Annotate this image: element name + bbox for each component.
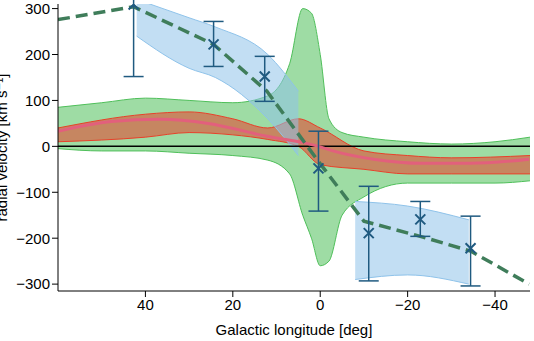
svg-text:−40: −40 bbox=[482, 296, 507, 313]
svg-text:0: 0 bbox=[316, 296, 324, 313]
svg-text:−100: −100 bbox=[16, 184, 50, 201]
svg-text:−200: −200 bbox=[16, 230, 50, 247]
svg-text:−300: −300 bbox=[16, 275, 50, 292]
svg-text:Galactic longitude [deg]: Galactic longitude [deg] bbox=[216, 321, 373, 338]
svg-text:radial velocity [km s⁻¹]: radial velocity [km s⁻¹] bbox=[0, 74, 10, 222]
svg-text:200: 200 bbox=[25, 46, 50, 63]
svg-text:40: 40 bbox=[137, 296, 154, 313]
svg-text:300: 300 bbox=[25, 0, 50, 17]
svg-text:20: 20 bbox=[224, 296, 241, 313]
svg-text:−20: −20 bbox=[395, 296, 420, 313]
svg-text:100: 100 bbox=[25, 92, 50, 109]
svg-text:0: 0 bbox=[42, 138, 50, 155]
